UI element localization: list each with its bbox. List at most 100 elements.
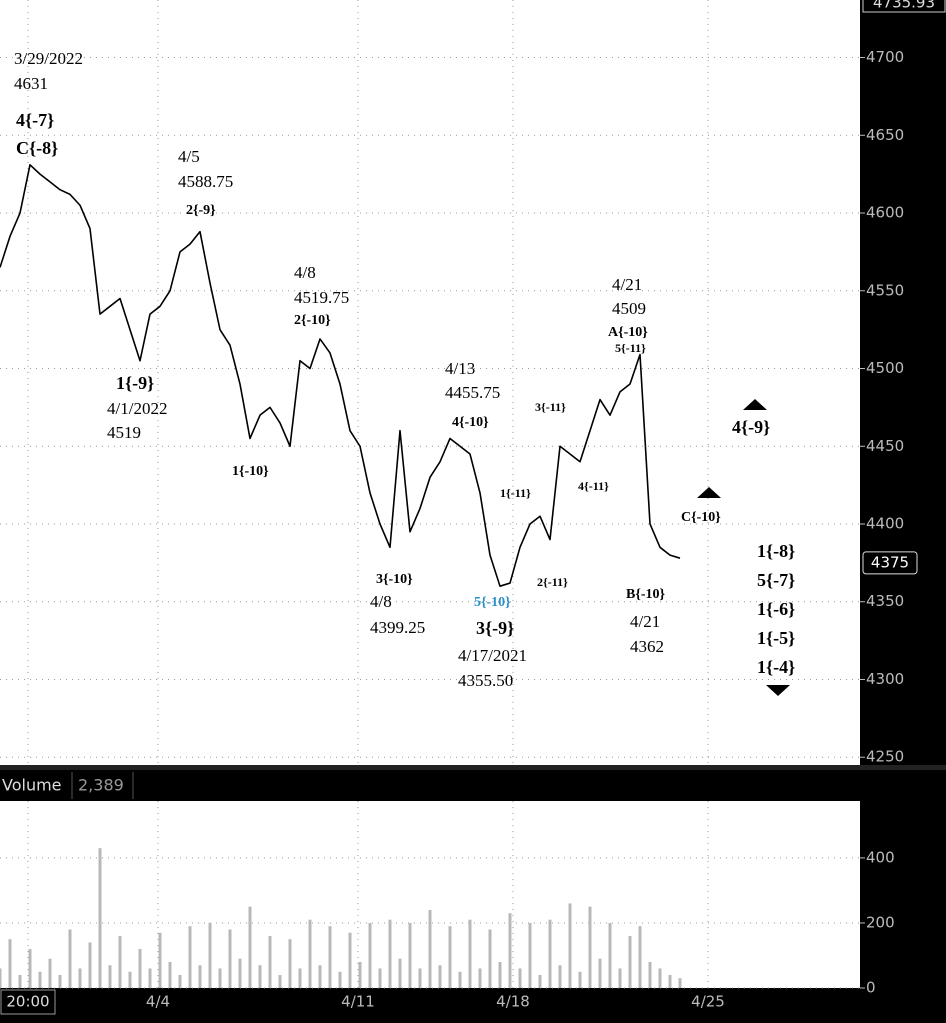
volume-title: Volume xyxy=(2,776,62,795)
volume-bar xyxy=(618,968,622,988)
volume-bar xyxy=(168,961,172,988)
panel-divider xyxy=(0,765,946,770)
volume-bar xyxy=(48,958,52,988)
volume-header xyxy=(0,770,860,801)
volume-bar xyxy=(258,965,262,988)
annotation: C{-8} xyxy=(16,138,58,158)
y-tick-label: 4700 xyxy=(866,48,904,66)
volume-bar xyxy=(678,978,682,988)
volume-bar xyxy=(88,942,92,988)
annotation: 4/8 xyxy=(294,263,316,282)
time-axis-bg xyxy=(0,988,946,1023)
volume-bar xyxy=(158,932,162,988)
annotation: B{-10} xyxy=(626,587,666,602)
volume-bar xyxy=(348,932,352,988)
volume-bar xyxy=(318,965,322,988)
x-tick-label: 4/4 xyxy=(146,993,170,1011)
annotation: 4455.75 xyxy=(445,383,500,402)
arrow-up xyxy=(697,487,721,498)
volume-bar xyxy=(308,919,312,988)
annotation: 4631 xyxy=(14,74,48,93)
volume-bar xyxy=(68,929,72,988)
y-tick-label: 0 xyxy=(866,979,876,997)
volume-bar xyxy=(648,961,652,988)
high-box xyxy=(862,0,946,13)
annotation: 1{-4} xyxy=(757,657,795,677)
volume-bar xyxy=(578,971,582,988)
volume-bar xyxy=(18,974,22,988)
volume-bar xyxy=(118,935,122,988)
volume-bar xyxy=(218,968,222,988)
volume-bar xyxy=(338,971,342,988)
volume-bar xyxy=(418,968,422,988)
volume-bar xyxy=(148,968,152,988)
annotation: 1{-6} xyxy=(757,599,795,619)
volume-bar xyxy=(498,961,502,988)
volume-bar xyxy=(428,909,432,988)
y-tick-label: 4550 xyxy=(866,281,904,299)
volume-bar xyxy=(528,922,532,988)
volume-bar xyxy=(558,965,562,988)
volume-bar xyxy=(388,919,392,988)
volume-bar xyxy=(228,929,232,988)
volume-bar xyxy=(398,958,402,988)
annotation: 4/17/2021 xyxy=(458,646,527,665)
volume-bar xyxy=(548,919,552,988)
volume-bar xyxy=(628,935,632,988)
annotation: 4{-7} xyxy=(16,110,54,130)
last-price-label: 4375 xyxy=(871,553,909,571)
volume-bar xyxy=(588,906,592,988)
annotation: 3{-9} xyxy=(476,618,514,638)
volume-bar xyxy=(538,974,542,988)
volume-bar xyxy=(208,922,212,988)
volume-bar xyxy=(358,961,362,988)
volume-bar xyxy=(28,948,32,988)
volume-bar xyxy=(0,968,2,988)
arrow-down xyxy=(766,685,790,696)
annotation: 5{-7} xyxy=(757,570,795,590)
annotation: 4/21 xyxy=(612,275,642,294)
x-tick-label: 4/25 xyxy=(691,993,725,1011)
volume-bar xyxy=(38,971,42,988)
volume-bar xyxy=(568,903,572,988)
arrow-up xyxy=(743,399,767,410)
volume-bar xyxy=(8,939,12,988)
price-line xyxy=(0,164,681,587)
annotation: 5{-10} xyxy=(474,595,511,610)
annotation: 3{-10} xyxy=(376,572,413,587)
volume-bar xyxy=(328,926,332,988)
volume-bar xyxy=(668,974,672,988)
annotation: 2{-10} xyxy=(294,313,331,328)
annotation: 4/5 xyxy=(178,147,200,166)
volume-bar xyxy=(58,974,62,988)
volume-bar xyxy=(128,971,132,988)
grid xyxy=(0,0,860,989)
y-tick-label: 4500 xyxy=(866,359,904,377)
volume-bar xyxy=(188,926,192,988)
y-tick-label: 4350 xyxy=(866,592,904,610)
volume-bar xyxy=(408,922,412,988)
annotation: 3{-11} xyxy=(535,400,566,414)
price-axis-bg xyxy=(860,0,946,1023)
volume-bar xyxy=(608,922,612,988)
volume-bar xyxy=(598,958,602,988)
annotation: 1{-9} xyxy=(116,373,154,393)
volume-last: 2,389 xyxy=(78,776,124,795)
annotation: 3/29/2022 xyxy=(14,49,83,68)
x-tick-label: 4/11 xyxy=(341,993,375,1011)
volume-bar xyxy=(78,968,82,988)
annotation: 2{-9} xyxy=(186,203,216,218)
y-tick-label: 4250 xyxy=(866,748,904,766)
volume-bar xyxy=(468,919,472,988)
volume-bar xyxy=(98,848,102,988)
y-tick-label: 4300 xyxy=(866,670,904,688)
volume-bar xyxy=(298,968,302,988)
annotation: 4355.50 xyxy=(458,671,513,690)
volume-bar xyxy=(178,974,182,988)
annotation: 4519.75 xyxy=(294,288,349,307)
annotation: 4/13 xyxy=(445,359,475,378)
x-tick-label: 20:00 xyxy=(6,993,49,1011)
x-tick-label: 4/18 xyxy=(496,993,530,1011)
volume-bar xyxy=(488,929,492,988)
annotation: 1{-8} xyxy=(757,541,795,561)
